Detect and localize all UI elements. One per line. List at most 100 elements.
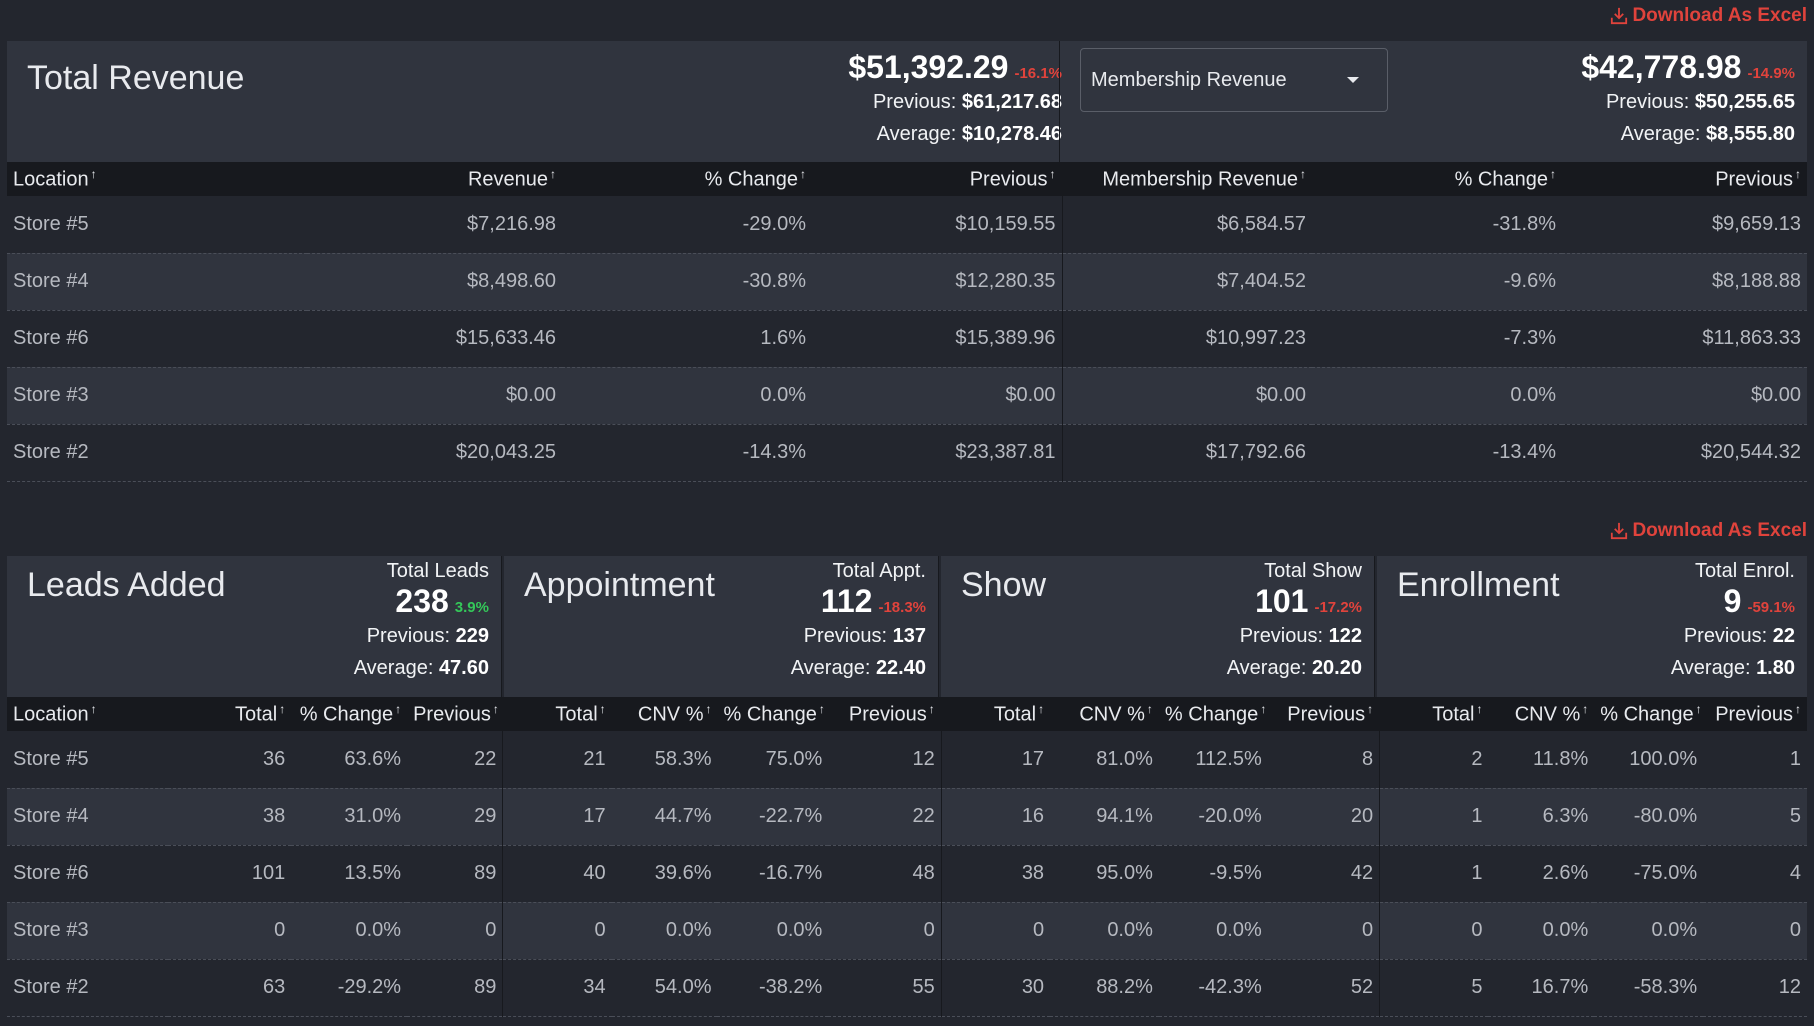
funnel-total-label: Total Enrol. — [1694, 560, 1795, 582]
value-cell: -29.0% — [562, 196, 812, 254]
table-row: Store #5 $7,216.98 -29.0% $10,159.55 $6,584.… — [7, 196, 1807, 254]
sort-arrow-icon: ↑ — [1476, 701, 1483, 716]
previous-label: Previous: — [1239, 625, 1324, 647]
value-cell: 17 — [941, 731, 1051, 789]
funnel-title: Show — [961, 566, 1047, 604]
funnel-average: 20.20 — [1311, 657, 1362, 679]
funnel-stats: Total Appt. 112 -18.3% Previous: 137 Average… — [791, 560, 926, 684]
funnel-title: Enrollment — [1397, 566, 1560, 604]
funnel-previous: 122 — [1328, 625, 1362, 647]
value-cell: 5 — [1703, 788, 1807, 846]
table-row: Store #2 $20,043.25 -14.3% $23,387.81 $17,79… — [7, 424, 1807, 482]
funnel-total-label: Total Leads — [386, 560, 489, 582]
funnel-average: 1.80 — [1756, 657, 1795, 679]
funnel-col-header[interactable]: CNV % ↑ — [1050, 697, 1159, 731]
revenue-summary-panel: Total Revenue $51,392.29 -16.1% Previous:… — [7, 41, 1807, 162]
value-cell: 1 — [1379, 788, 1489, 846]
value-cell: -20.0% — [1158, 788, 1268, 846]
value-cell: 31.0% — [291, 788, 408, 846]
funnel-average: 47.60 — [438, 657, 489, 679]
value-cell: 0 — [502, 902, 612, 960]
funnel-col-header[interactable]: Previous ↑ — [1267, 697, 1381, 731]
value-cell: 95.0% — [1050, 845, 1159, 903]
value-cell: 8 — [1267, 731, 1381, 789]
funnel-panel: Show Total Show 101 -17.2% Previous: 122 Aver… — [941, 556, 1375, 697]
average-label: Average: — [1620, 123, 1701, 145]
location-cell: Store #2 — [7, 959, 169, 1017]
sort-arrow-icon: ↑ — [928, 701, 935, 716]
value-cell: -7.3% — [1312, 310, 1562, 368]
value-cell: 0.0% — [611, 902, 718, 960]
download-excel-button-revenue[interactable]: Download As Excel — [1610, 5, 1807, 27]
funnel-pct: -17.2% — [1314, 599, 1362, 616]
value-cell: 4 — [1703, 845, 1807, 903]
value-cell: $20,544.32 — [1562, 424, 1807, 482]
value-cell: -29.2% — [291, 959, 408, 1017]
funnel-col-header[interactable]: Total ↑ — [941, 697, 1051, 731]
funnel-col-header[interactable]: Previous ↑ — [1703, 697, 1807, 731]
funnel-col-header[interactable]: Total ↑ — [1379, 697, 1489, 731]
funnel-col-header[interactable]: Total ↑ — [502, 697, 612, 731]
sort-arrow-icon: ↑ — [1038, 701, 1045, 716]
table-row: Store #3 $0.00 0.0% $0.00 $0.00 0.0% $0.00 — [7, 367, 1807, 425]
value-cell: 1 — [1379, 845, 1489, 903]
location-cell: Store #5 — [7, 196, 307, 254]
revenue-col-header[interactable]: % Change ↑ — [562, 162, 812, 196]
value-cell: 94.1% — [1050, 788, 1159, 846]
value-cell: $12,280.35 — [812, 253, 1063, 311]
funnel-col-header[interactable]: CNV % ↑ — [1488, 697, 1595, 731]
sort-arrow-icon: ↑ — [1695, 701, 1702, 716]
sort-arrow-icon: ↑ — [550, 166, 556, 181]
revenue-col-header[interactable]: Membership Revenue ↑ — [1062, 162, 1312, 196]
revenue-type-select[interactable]: Membership Revenue — [1080, 48, 1388, 112]
funnel-col-header[interactable]: % Change ↑ — [1594, 697, 1704, 731]
sort-arrow-icon: ↑ — [492, 701, 499, 716]
value-cell: 0.0% — [1158, 902, 1268, 960]
value-cell: 0 — [941, 902, 1051, 960]
funnel-pct: -18.3% — [878, 599, 926, 616]
value-cell: 75.0% — [717, 731, 829, 789]
funnel-col-header[interactable]: CNV % ↑ — [611, 697, 718, 731]
membership-stats: $42,778.98 -14.9% Previous: $50,255.65 Av… — [1581, 49, 1795, 150]
value-cell: 38 — [168, 788, 292, 846]
value-cell: $8,188.88 — [1562, 253, 1807, 311]
value-cell: $0.00 — [1562, 367, 1807, 425]
value-cell: 20 — [1267, 788, 1381, 846]
funnel-table: Location ↑ Total ↑% Change ↑ Previous ↑ Total ↑ C… — [7, 697, 1807, 1017]
value-cell: $9,659.13 — [1562, 196, 1807, 254]
table-row: Store #5 36 63.6% 22 21 58.3% 75.0% 12 17 81.0% 11… — [7, 731, 1807, 789]
value-cell: $10,997.23 — [1062, 310, 1312, 368]
value-cell: 0.0% — [1594, 902, 1704, 960]
download-excel-button-funnel[interactable]: Download As Excel — [1610, 520, 1807, 542]
value-cell: $23,387.81 — [812, 424, 1063, 482]
sort-arrow-icon: ↑ — [1367, 701, 1374, 716]
funnel-col-header[interactable]: Total ↑ — [168, 697, 292, 731]
revenue-average: $10,278.46 — [961, 123, 1062, 145]
funnel-col-header[interactable]: Location ↑ — [7, 697, 169, 731]
revenue-pct: -16.1% — [1014, 65, 1062, 82]
revenue-col-header[interactable]: Previous ↑ — [1562, 162, 1807, 196]
value-cell: $8,498.60 — [307, 253, 562, 311]
value-cell: -38.2% — [717, 959, 829, 1017]
location-cell: Store #5 — [7, 731, 169, 789]
membership-previous: $50,255.65 — [1694, 91, 1795, 113]
value-cell: 12 — [828, 731, 942, 789]
value-cell: 44.7% — [611, 788, 718, 846]
revenue-col-header[interactable]: Previous ↑ — [812, 162, 1063, 196]
funnel-col-header[interactable]: Previous ↑ — [828, 697, 942, 731]
funnel-col-header[interactable]: % Change ↑ — [717, 697, 829, 731]
value-cell: 1 — [1703, 731, 1807, 789]
funnel-col-header[interactable]: % Change ↑ — [291, 697, 408, 731]
value-cell: -80.0% — [1594, 788, 1704, 846]
revenue-col-header[interactable]: Location ↑ — [7, 162, 307, 196]
funnel-col-header[interactable]: Previous ↑ — [407, 697, 504, 731]
value-cell: -13.4% — [1312, 424, 1562, 482]
value-cell: 16 — [941, 788, 1051, 846]
revenue-col-header[interactable]: Revenue ↑ — [307, 162, 562, 196]
revenue-col-header[interactable]: % Change ↑ — [1312, 162, 1562, 196]
value-cell: 12 — [1703, 959, 1807, 1017]
sort-arrow-icon: ↑ — [599, 701, 606, 716]
value-cell: 34 — [502, 959, 612, 1017]
funnel-col-header[interactable]: % Change ↑ — [1158, 697, 1268, 731]
value-cell: 21 — [502, 731, 612, 789]
